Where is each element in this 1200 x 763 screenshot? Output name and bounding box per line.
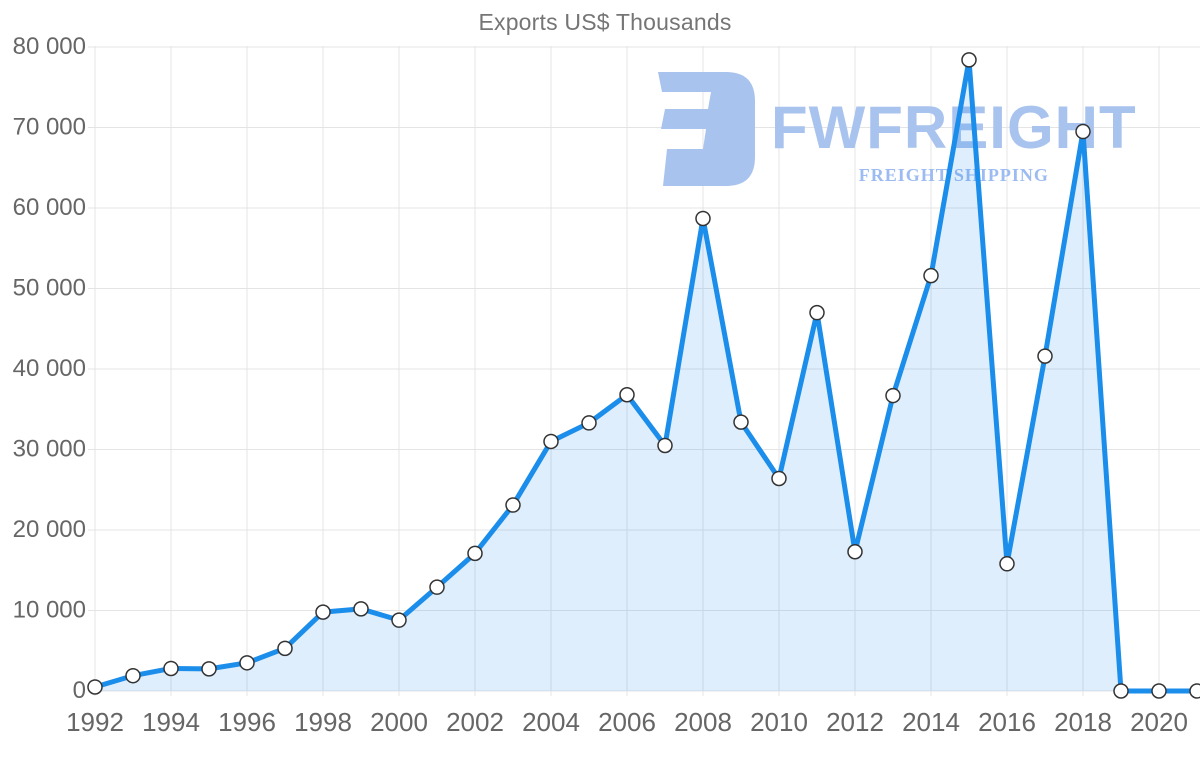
watermark-tagline: FREIGHT SHIPPING <box>771 165 1137 186</box>
y-gridlines <box>88 46 1200 692</box>
svg-text:2020: 2020 <box>1130 707 1188 737</box>
svg-text:70 000: 70 000 <box>13 114 86 141</box>
svg-text:2000: 2000 <box>370 707 428 737</box>
data-point-1996[interactable] <box>239 655 255 671</box>
svg-text:30 000: 30 000 <box>13 436 86 463</box>
data-points <box>87 52 1200 699</box>
svg-text:50 000: 50 000 <box>13 275 86 302</box>
data-point-2021[interactable] <box>1189 683 1200 699</box>
data-point-1992[interactable] <box>87 679 103 695</box>
data-point-2000[interactable] <box>391 612 407 628</box>
data-point-1997[interactable] <box>277 640 293 657</box>
data-point-1994[interactable] <box>163 660 179 677</box>
data-point-2004[interactable] <box>543 433 559 450</box>
data-point-2003[interactable] <box>505 497 521 513</box>
svg-text:1992: 1992 <box>66 707 124 737</box>
svg-text:60 000: 60 000 <box>13 194 86 221</box>
x-gridlines <box>94 46 1160 696</box>
svg-text:2010: 2010 <box>750 707 808 737</box>
svg-text:2014: 2014 <box>902 707 960 737</box>
data-point-2002[interactable] <box>467 545 483 562</box>
svg-text:2002: 2002 <box>446 707 504 737</box>
svg-text:2006: 2006 <box>598 707 656 737</box>
data-point-2019[interactable] <box>1113 683 1129 699</box>
data-point-1998[interactable] <box>315 604 331 620</box>
data-point-1999[interactable] <box>353 601 369 617</box>
data-point-2016[interactable] <box>999 556 1015 572</box>
watermark: FWFREIGHT FREIGHT SHIPPING <box>646 72 1137 186</box>
chart-title: Exports US$ Thousands <box>478 9 732 35</box>
area-fill <box>95 59 1197 691</box>
svg-text:2016: 2016 <box>978 707 1036 737</box>
svg-text:2012: 2012 <box>826 707 884 737</box>
svg-text:2008: 2008 <box>674 707 732 737</box>
svg-text:1996: 1996 <box>218 707 276 737</box>
svg-text:1994: 1994 <box>142 707 200 737</box>
data-point-1995[interactable] <box>201 661 217 677</box>
data-point-2018[interactable] <box>1075 123 1091 140</box>
fwfreight-logo-icon <box>658 72 755 186</box>
data-point-2010[interactable] <box>771 470 787 487</box>
data-point-2015[interactable] <box>961 52 977 68</box>
data-point-2012[interactable] <box>847 543 863 560</box>
data-point-2006[interactable] <box>619 387 635 403</box>
svg-text:1998: 1998 <box>294 707 352 737</box>
svg-text:40 000: 40 000 <box>13 355 86 382</box>
x-axis-labels: 1992 1994 1996 1998 2000 2002 2004 2006 2008 2010… <box>66 707 1188 737</box>
svg-text:2018: 2018 <box>1054 707 1112 737</box>
data-point-2008[interactable] <box>695 210 711 227</box>
svg-text:2004: 2004 <box>522 707 580 737</box>
svg-text:10 000: 10 000 <box>13 597 86 624</box>
data-point-2007[interactable] <box>657 437 673 454</box>
data-point-2005[interactable] <box>581 415 597 431</box>
data-point-2014[interactable] <box>923 267 939 284</box>
svg-text:0: 0 <box>73 677 86 704</box>
data-point-1993[interactable] <box>125 667 141 684</box>
data-point-2001[interactable] <box>429 579 445 595</box>
data-point-2017[interactable] <box>1037 348 1053 364</box>
data-point-2013[interactable] <box>885 387 901 404</box>
svg-text:20 000: 20 000 <box>13 516 86 543</box>
svg-text:80 000: 80 000 <box>13 33 86 60</box>
y-axis-labels: 0 10 000 20 000 30 000 40 000 50 000 60 000 70 … <box>13 33 86 704</box>
data-point-2020[interactable] <box>1151 683 1167 699</box>
data-point-2009[interactable] <box>733 414 749 430</box>
data-point-2011[interactable] <box>809 304 825 321</box>
